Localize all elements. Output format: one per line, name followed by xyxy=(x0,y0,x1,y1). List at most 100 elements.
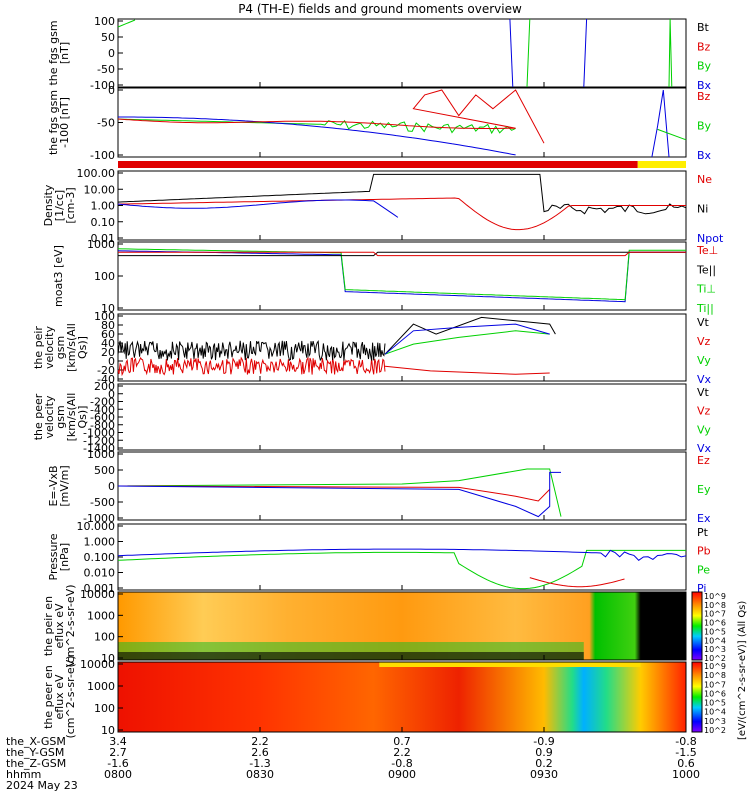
y-tick-label: -50 xyxy=(97,117,115,130)
y-tick-label: 0 xyxy=(108,47,115,60)
y-axis-label: the fgs gsm[nT] xyxy=(47,20,71,85)
y-tick-label: 0 xyxy=(108,84,115,97)
series-vz-2 xyxy=(384,365,550,375)
series-vz xyxy=(117,356,386,377)
bottom-row-value: 3.4 xyxy=(109,735,127,748)
legend-Bx: Bx xyxy=(697,79,712,92)
series-te-perp xyxy=(118,251,686,257)
bottom-row-label: the_X-GSM xyxy=(6,735,66,748)
legend-Vt: Vt xyxy=(697,316,710,329)
bottom-row-value: 0.6 xyxy=(677,757,695,770)
y-tick-label: 100 xyxy=(94,15,115,28)
y-tick-label: -800 xyxy=(90,419,115,432)
bottom-row-value: 2.2 xyxy=(251,735,269,748)
colorbar-tick-label: 10^5 xyxy=(704,699,726,708)
y-label-line: Qs)] xyxy=(76,406,89,429)
colorbar-tick-label: 10^9 xyxy=(704,592,726,601)
y-tick-label: -40 xyxy=(97,373,115,386)
y-axis-label: Pressure[nPa] xyxy=(47,533,71,580)
panel-1: 100 50 0 -50 -100 the fgs gsm[nT] Bt Bz By Bx xyxy=(47,15,712,92)
y-tick-label: 60 xyxy=(101,328,115,341)
series-bx-end xyxy=(651,89,670,158)
legend-Vy: Vy xyxy=(697,423,711,436)
y-label-line: Density xyxy=(42,184,55,226)
legend-Npot: Npot xyxy=(697,232,724,245)
y-axis-label: the fgs gsm-100 [nT] xyxy=(47,90,71,155)
y-tick-label: 0.100 xyxy=(84,551,116,564)
low-energy-gap xyxy=(118,652,584,660)
colorbar-tick-label: 10^3 xyxy=(704,717,726,726)
series-pi xyxy=(117,548,687,561)
colorbar-tick-label: 10^6 xyxy=(704,619,726,628)
bottom-row-value: 0900 xyxy=(388,768,416,781)
y-tick-label: -50 xyxy=(97,63,115,76)
colorbar-tick-label: 10^3 xyxy=(704,645,726,654)
series-ti-par xyxy=(117,248,686,301)
bottom-row-label: the_Z-GSM xyxy=(6,757,66,770)
series-bz xyxy=(117,89,545,144)
series-ey xyxy=(117,468,562,517)
legend-Pt: Pt xyxy=(697,526,709,539)
legend-Vx: Vx xyxy=(697,442,712,455)
bottom-row-value: -1.6 xyxy=(107,757,128,770)
y-tick-label: -100 xyxy=(90,79,115,92)
spectrogram-image xyxy=(118,662,686,732)
colorbar-tick-label: 10^2 xyxy=(704,654,726,663)
bottom-row-value: 2.7 xyxy=(109,746,127,759)
legend-Vx: Vx xyxy=(697,373,712,386)
y-label-line: Qs)] xyxy=(76,336,89,359)
y-label-line: the peir en xyxy=(42,596,55,656)
colorbar-tick-label: 10^5 xyxy=(704,627,726,636)
bottom-row-value: -0.9 xyxy=(533,735,554,748)
legend-Ez: Ez xyxy=(697,454,710,467)
bottom-row-label: hhmm xyxy=(6,768,41,781)
y-label-line: the peer xyxy=(32,393,45,440)
colorbar-frame xyxy=(691,591,703,661)
bottom-row-value: 0.2 xyxy=(535,757,553,770)
legend-Ti||: Ti|| xyxy=(696,302,714,315)
bottom-row-value: -0.8 xyxy=(391,757,412,770)
y-label-line: (cm^2-s-sr-eV) xyxy=(64,655,77,738)
bottom-row-value: 0830 xyxy=(246,768,274,781)
colorbar-tick-label: 10^6 xyxy=(704,689,726,698)
colorbar-label: [eV/(cm^2-s-sr-eV)] (All Qs) xyxy=(737,601,748,740)
y-tick-label: 0.10 xyxy=(91,216,116,229)
y-tick-label: -1400 xyxy=(83,442,115,455)
date-label: 2024 May 23 xyxy=(6,779,78,792)
series-ex xyxy=(117,471,561,518)
colorbar-tick-label: 10^4 xyxy=(704,708,726,717)
y-tick-label: 10000 xyxy=(80,658,115,671)
y-tick-label: 0 xyxy=(108,355,115,368)
y-label-line: velocity xyxy=(43,326,56,369)
legend-Vz: Vz xyxy=(697,405,711,418)
y-tick-label: 100 xyxy=(94,270,115,283)
y-tick-label: 10.000 xyxy=(77,520,116,533)
bottom-row-value: 0.7 xyxy=(393,735,411,748)
y-label-line: the peer en xyxy=(42,665,55,729)
y-label-line: Pressure xyxy=(47,533,60,580)
y-label-line: (cm^2-s-sr-eV) xyxy=(64,584,77,667)
y-tick-label: 80 xyxy=(101,319,115,332)
y-tick-label: 100 xyxy=(94,631,115,644)
y-tick-label: -600 xyxy=(90,411,115,424)
y-label-line: E=-VxB xyxy=(47,465,60,506)
y-tick-label: 0 xyxy=(108,388,115,401)
colorbar-tick-label: 10^9 xyxy=(704,662,726,671)
legend-Ex: Ex xyxy=(697,512,711,525)
colorbar-tick-label: 10^8 xyxy=(704,601,726,610)
series-bx xyxy=(509,18,514,88)
y-tick-label: -200 xyxy=(90,396,115,409)
y-tick-label: 100 xyxy=(94,702,115,715)
bottom-row-value: 0.9 xyxy=(535,746,553,759)
y-tick-label: 1000 xyxy=(87,680,115,693)
y-tick-label: -1200 xyxy=(83,434,115,447)
panel-3: 100.00 10.00 1.00 0.10 0.01 Density[1/cc][cm-… xyxy=(42,167,724,245)
y-tick-label: -100 xyxy=(90,149,115,162)
plot-area xyxy=(118,524,686,590)
y-tick-label: 10 xyxy=(101,302,115,315)
legend-Ti⊥: Ti⊥ xyxy=(696,283,716,296)
